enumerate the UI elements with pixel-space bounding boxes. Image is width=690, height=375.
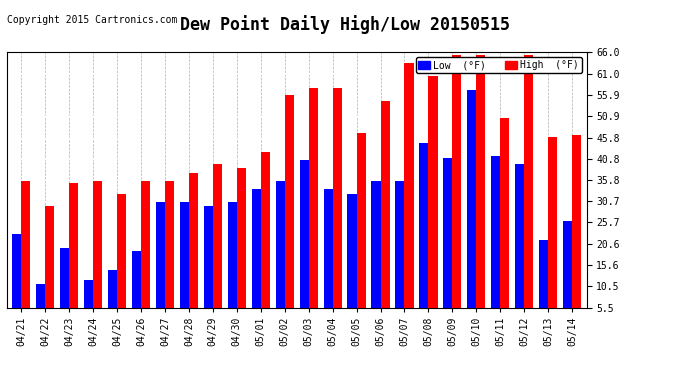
- Bar: [500, 118, 509, 308]
- Bar: [420, 143, 428, 308]
- Bar: [515, 164, 524, 308]
- Bar: [108, 270, 117, 308]
- Bar: [69, 183, 78, 308]
- Bar: [228, 202, 237, 308]
- Bar: [237, 168, 246, 308]
- Bar: [189, 172, 198, 308]
- Bar: [285, 94, 294, 308]
- Bar: [141, 181, 150, 308]
- Bar: [21, 181, 30, 308]
- Bar: [476, 55, 486, 308]
- Bar: [180, 202, 189, 308]
- Bar: [548, 137, 558, 308]
- Bar: [132, 251, 141, 308]
- Bar: [156, 202, 165, 308]
- Bar: [36, 284, 46, 308]
- Bar: [60, 249, 69, 308]
- Bar: [348, 194, 357, 308]
- Bar: [572, 135, 581, 308]
- Bar: [204, 206, 213, 308]
- Legend: Low  (°F), High  (°F): Low (°F), High (°F): [415, 57, 582, 73]
- Bar: [93, 181, 102, 308]
- Bar: [299, 160, 308, 308]
- Bar: [46, 206, 55, 308]
- Bar: [371, 181, 380, 308]
- Bar: [252, 189, 261, 308]
- Bar: [117, 194, 126, 308]
- Bar: [213, 164, 222, 308]
- Bar: [563, 221, 572, 308]
- Text: Copyright 2015 Cartronics.com: Copyright 2015 Cartronics.com: [7, 15, 177, 25]
- Bar: [453, 55, 462, 308]
- Bar: [308, 88, 318, 308]
- Bar: [357, 133, 366, 308]
- Bar: [12, 234, 21, 308]
- Bar: [333, 88, 342, 308]
- Bar: [428, 76, 437, 307]
- Bar: [491, 156, 500, 308]
- Text: Dew Point Daily High/Low 20150515: Dew Point Daily High/Low 20150515: [180, 15, 510, 34]
- Bar: [380, 101, 390, 308]
- Bar: [539, 240, 548, 308]
- Bar: [395, 181, 404, 308]
- Bar: [467, 90, 476, 308]
- Bar: [261, 152, 270, 308]
- Bar: [165, 181, 174, 308]
- Bar: [84, 280, 93, 308]
- Bar: [524, 55, 533, 308]
- Bar: [275, 181, 285, 308]
- Bar: [404, 63, 413, 308]
- Bar: [443, 158, 453, 308]
- Bar: [324, 189, 333, 308]
